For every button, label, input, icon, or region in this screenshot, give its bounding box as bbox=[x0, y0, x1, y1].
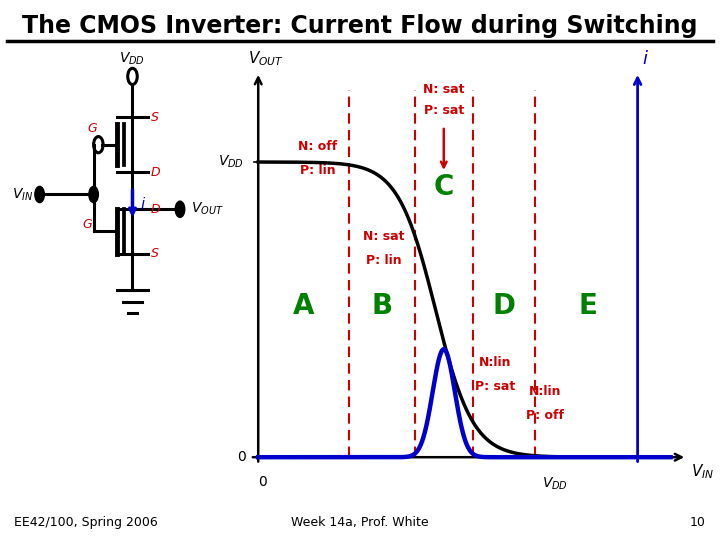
Text: 0: 0 bbox=[258, 475, 266, 489]
Text: Week 14a, Prof. White: Week 14a, Prof. White bbox=[291, 516, 429, 529]
Text: N: sat: N: sat bbox=[423, 83, 464, 96]
Text: D: D bbox=[150, 202, 161, 216]
Text: $V_{DD}$: $V_{DD}$ bbox=[542, 475, 568, 491]
Text: The CMOS Inverter: Current Flow during Switching: The CMOS Inverter: Current Flow during S… bbox=[22, 14, 698, 37]
Circle shape bbox=[89, 186, 99, 202]
Text: N: off: N: off bbox=[298, 140, 338, 153]
Text: D: D bbox=[492, 292, 515, 320]
Text: D: D bbox=[150, 166, 161, 179]
Text: A: A bbox=[293, 292, 315, 320]
Text: E: E bbox=[579, 292, 598, 320]
Text: P: sat: P: sat bbox=[423, 104, 464, 117]
Text: 10: 10 bbox=[690, 516, 706, 529]
Text: EE42/100, Spring 2006: EE42/100, Spring 2006 bbox=[14, 516, 158, 529]
Text: S: S bbox=[150, 247, 158, 260]
Text: $i$: $i$ bbox=[642, 50, 649, 69]
Text: S: S bbox=[150, 111, 158, 124]
Text: C: C bbox=[433, 173, 454, 201]
Text: $V_{DD}$: $V_{DD}$ bbox=[217, 154, 244, 170]
Text: P: sat: P: sat bbox=[475, 380, 516, 393]
Text: $V_{OUT}$: $V_{OUT}$ bbox=[191, 201, 224, 218]
Text: B: B bbox=[372, 292, 392, 320]
Text: $i$: $i$ bbox=[140, 195, 146, 212]
Text: G: G bbox=[83, 218, 92, 231]
Circle shape bbox=[35, 186, 45, 202]
Text: $V_{OUT}$: $V_{OUT}$ bbox=[248, 50, 284, 69]
Text: P: off: P: off bbox=[526, 409, 564, 422]
Text: N:lin: N:lin bbox=[479, 356, 512, 369]
Text: P: lin: P: lin bbox=[300, 164, 336, 177]
Text: N:lin: N:lin bbox=[528, 385, 561, 398]
Text: $V_{IN}$: $V_{IN}$ bbox=[691, 463, 714, 481]
Text: P: lin: P: lin bbox=[366, 254, 402, 267]
Text: $V_{DD}$: $V_{DD}$ bbox=[120, 51, 145, 67]
Text: 0: 0 bbox=[237, 450, 246, 464]
Text: $V_{IN}$: $V_{IN}$ bbox=[12, 186, 33, 202]
Text: G: G bbox=[87, 122, 96, 134]
Circle shape bbox=[175, 201, 185, 218]
Text: N: sat: N: sat bbox=[363, 231, 405, 244]
